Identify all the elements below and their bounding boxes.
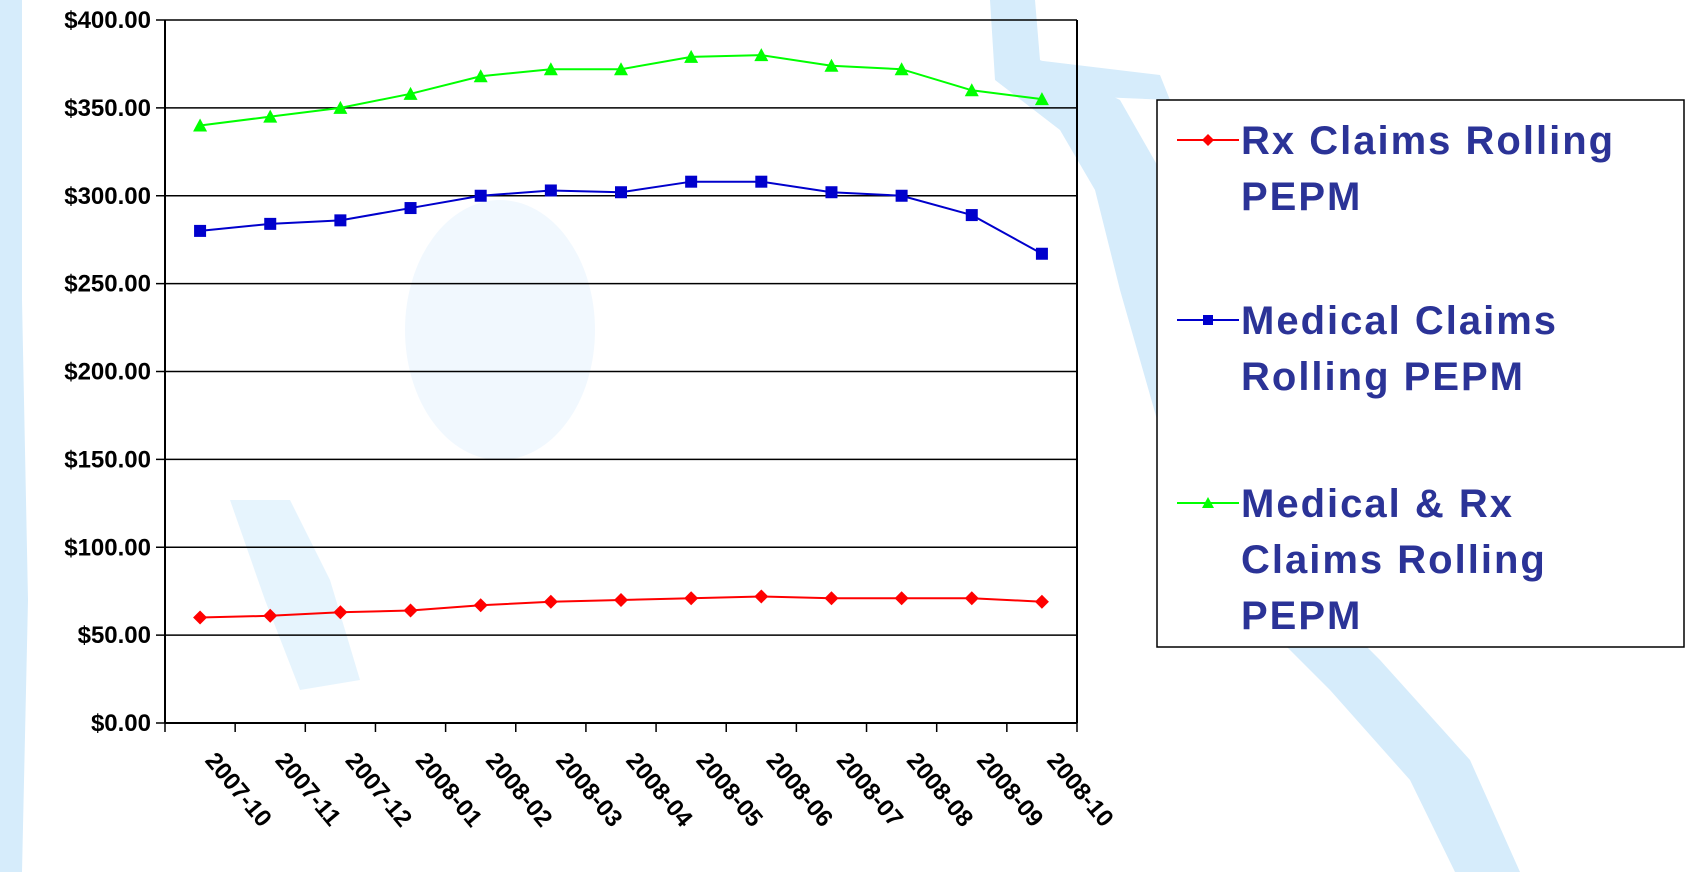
x-tick-label: 2008-03 bbox=[550, 748, 627, 833]
y-tick-label: $150.00 bbox=[64, 446, 151, 473]
data-point bbox=[333, 605, 348, 620]
gridlines bbox=[165, 19, 1077, 636]
data-point bbox=[404, 202, 417, 215]
x-tick-label: 2008-09 bbox=[971, 748, 1048, 833]
y-tick-label: $200.00 bbox=[64, 359, 151, 386]
data-point bbox=[194, 224, 207, 237]
data-point bbox=[894, 62, 909, 76]
data-point bbox=[473, 69, 488, 83]
data-point bbox=[193, 610, 208, 625]
x-tick-label: 2007-11 bbox=[270, 748, 346, 832]
y-tick-label: $300.00 bbox=[64, 183, 151, 210]
data-point bbox=[474, 189, 487, 202]
watermark-blob bbox=[405, 200, 595, 460]
data-point bbox=[473, 598, 488, 613]
legend-entry: Rx Claims Rolling PEPM bbox=[1177, 119, 1615, 219]
data-point bbox=[754, 589, 769, 604]
data-point bbox=[263, 608, 278, 623]
legend-entry: Medical Claims Rolling PEPM bbox=[1177, 299, 1558, 399]
legend-entry: Medical & Rx Claims Rolling PEPM bbox=[1177, 482, 1547, 638]
series-2 bbox=[194, 175, 1048, 260]
data-point bbox=[263, 109, 278, 123]
y-tick-label: $250.00 bbox=[64, 271, 151, 298]
watermark-stream-branch bbox=[1035, 60, 1170, 100]
series-1 bbox=[193, 589, 1049, 625]
legend-swatch-marker bbox=[1203, 315, 1213, 325]
data-point bbox=[824, 591, 839, 606]
data-point bbox=[403, 603, 418, 618]
watermark-shape-center bbox=[230, 500, 360, 690]
data-point bbox=[964, 83, 979, 97]
data-point bbox=[824, 58, 839, 72]
x-tick-label: 2008-01 bbox=[410, 748, 487, 833]
legend-swatch-marker bbox=[1202, 497, 1214, 508]
legend: Rx Claims Rolling PEPM Medical Claims Rolli… bbox=[1156, 99, 1685, 648]
data-point bbox=[684, 591, 699, 606]
data-point bbox=[543, 594, 558, 609]
y-tick-label: $100.00 bbox=[64, 534, 151, 561]
data-point bbox=[964, 591, 979, 606]
data-point bbox=[685, 175, 698, 188]
x-tick-label: 2008-08 bbox=[901, 748, 978, 833]
data-point bbox=[1035, 247, 1048, 260]
y-axis-tick-labels: $0.00 $50.00 $100.00 $150.00 $200.00 $250.00 $… bbox=[64, 7, 151, 737]
data-point bbox=[193, 118, 208, 132]
data-point bbox=[965, 209, 978, 222]
x-tick-label: 2008-02 bbox=[480, 748, 557, 833]
data-point bbox=[1034, 92, 1049, 106]
data-point bbox=[403, 86, 418, 100]
data-point bbox=[825, 186, 838, 199]
data-point bbox=[895, 189, 908, 202]
y-tick-label: $400.00 bbox=[64, 7, 151, 34]
data-point bbox=[543, 62, 558, 76]
data-point bbox=[755, 175, 768, 188]
legend-label: PEPM bbox=[1241, 594, 1362, 638]
data-point bbox=[264, 217, 277, 230]
legend-label: Medical & Rx bbox=[1241, 482, 1514, 526]
x-tick-label: 2008-07 bbox=[831, 748, 908, 833]
x-tick-label: 2008-06 bbox=[761, 748, 838, 833]
legend-label: Rx Claims Rolling bbox=[1241, 119, 1615, 163]
legend-swatch-marker bbox=[1202, 134, 1214, 146]
data-point bbox=[615, 186, 627, 199]
x-tick-label: 2007-10 bbox=[199, 748, 276, 833]
data-point bbox=[544, 184, 557, 197]
data-point bbox=[684, 49, 699, 63]
data-point bbox=[894, 591, 909, 606]
x-tick-label: 2007-12 bbox=[340, 748, 417, 833]
legend-label: PEPM bbox=[1241, 175, 1362, 219]
x-tick-label: 2008-05 bbox=[691, 748, 768, 833]
x-tick-label: 2008-04 bbox=[620, 748, 698, 833]
series bbox=[193, 48, 1049, 625]
data-point bbox=[754, 48, 769, 62]
data-point bbox=[334, 214, 347, 227]
data-point bbox=[614, 62, 628, 76]
series-3 bbox=[193, 48, 1049, 132]
legend-label: Claims Rolling bbox=[1241, 538, 1547, 582]
data-point bbox=[614, 592, 628, 607]
watermark-stream-left bbox=[0, 0, 28, 872]
data-point bbox=[1034, 594, 1049, 609]
x-axis-tick-labels: 2007-102007-112007-122008-012008-022008-… bbox=[199, 748, 1118, 833]
y-tick-label: $0.00 bbox=[91, 710, 151, 737]
legend-label: Medical Claims bbox=[1241, 299, 1558, 343]
legend-label: Rolling PEPM bbox=[1241, 355, 1525, 399]
watermark-stream-right bbox=[990, 0, 1520, 872]
y-tick-label: $350.00 bbox=[64, 95, 151, 122]
axes bbox=[156, 19, 1078, 732]
background-watermark bbox=[0, 0, 1520, 872]
y-tick-label: $50.00 bbox=[78, 622, 151, 649]
x-tick-label: 2008-10 bbox=[1041, 748, 1118, 833]
legend-box bbox=[1156, 99, 1685, 648]
data-point bbox=[333, 100, 348, 114]
